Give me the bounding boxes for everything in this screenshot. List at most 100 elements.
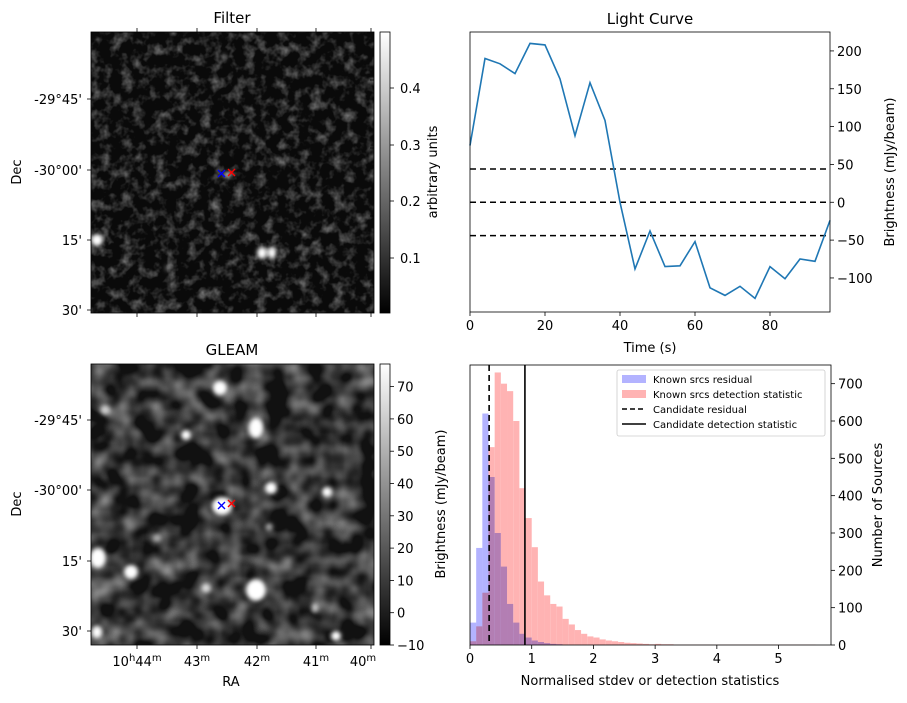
histogram-ytick-label: 600	[838, 415, 863, 430]
filter-dec-tick: -29°45'	[34, 93, 82, 108]
gleam-colorbar	[380, 364, 390, 645]
histogram-bar-residual	[526, 638, 532, 645]
histogram-xtick-label: 4	[713, 652, 721, 667]
gleam-ra-tick: 41m	[303, 653, 329, 670]
histogram-bar-detection	[593, 638, 599, 645]
gleam-cbar-tick-label: 20	[397, 542, 414, 557]
histogram-legend: Known srcs residual Known srcs detection…	[617, 370, 825, 436]
histogram-bar-detection	[612, 641, 618, 645]
filter-dec-tick: 15'	[62, 234, 82, 249]
filter-source	[165, 265, 171, 271]
histogram-bar-residual	[501, 567, 507, 645]
filter-cbar-tick: 0.4	[400, 82, 421, 97]
lightcurve-ytick-label: 100	[837, 121, 862, 136]
gleam-cbar-tick-label: 10	[397, 574, 414, 589]
histogram-bar-detection	[575, 630, 581, 645]
legend-label: Candidate detection statistic	[653, 420, 797, 431]
histogram-bar-residual	[513, 623, 519, 645]
filter-source	[257, 247, 267, 259]
gleam-cbar-tick-label: −10	[397, 639, 424, 654]
filter-cbar-tick: 0.2	[400, 195, 421, 210]
gleam-xlabel: RA	[222, 675, 240, 690]
histogram-bar-residual	[476, 548, 482, 645]
gleam-source	[92, 626, 102, 638]
gleam-source	[124, 565, 138, 579]
histogram-ytick-label: 200	[838, 564, 863, 579]
lightcurve-ytick-label: 200	[837, 45, 862, 60]
filter-panel: Filter -29°45' -30°00' 15'	[10, 9, 441, 319]
histogram-bar-residual	[507, 604, 513, 645]
histogram-bar-detection	[538, 582, 544, 645]
gleam-source	[246, 579, 266, 601]
gleam-dec-tick: -30°00'	[34, 484, 82, 499]
gleam-cbar-tick-label: 60	[397, 413, 414, 428]
histogram-ytick-label: 700	[838, 378, 863, 393]
filter-source	[268, 247, 276, 259]
histogram-xtick-label: 3	[651, 652, 659, 667]
gleam-source	[265, 523, 273, 531]
filter-cbar-label: arbitrary units	[426, 125, 441, 218]
legend-swatch-detection	[622, 390, 646, 398]
filter-dec-tick: 30'	[62, 304, 82, 319]
histogram-bar-detection	[587, 636, 593, 645]
gleam-ra-tick: 42m	[244, 653, 270, 670]
lightcurve-ylabel: Brightness (mJy/beam)	[883, 98, 898, 247]
gleam-source	[265, 482, 277, 494]
histogram-ytick-label: 0	[838, 639, 846, 654]
gleam-source	[201, 583, 211, 593]
histogram-bar-residual	[482, 414, 488, 645]
histogram-xlabel: Normalised stdev or detection statistics	[521, 674, 780, 689]
gleam-cbar-tick-label: 0	[397, 607, 405, 622]
filter-cbar-tick: 0.1	[400, 252, 421, 267]
filter-dec-tick: -30°00'	[34, 164, 82, 179]
legend-label: Known srcs detection statistic	[653, 390, 802, 401]
lightcurve-xtick-label: 40	[612, 319, 629, 334]
histogram-bar-detection	[513, 421, 519, 645]
gleam-cbar-tick-label: 30	[397, 510, 414, 525]
histogram-bar-detection	[600, 639, 606, 645]
lightcurve-ytick-label: −100	[837, 272, 873, 287]
histogram-ytick-label: 500	[838, 452, 863, 467]
lightcurve-ytick-label: 0	[837, 196, 845, 211]
gleam-source	[331, 631, 341, 641]
histogram-bar-detection	[581, 634, 587, 645]
histogram-bar-detection	[556, 607, 562, 645]
lightcurve-ytick-label: 50	[837, 158, 854, 173]
histogram-bar-detection	[544, 595, 550, 645]
histogram-bar-residual	[470, 623, 476, 645]
filter-source	[91, 234, 103, 246]
histogram-ylabel: Number of Sources	[871, 443, 886, 568]
histogram-xtick-label: 5	[774, 652, 782, 667]
gleam-dec-tick: 30'	[62, 625, 82, 640]
gleam-source	[153, 534, 161, 542]
lightcurve-xtick-label: 20	[537, 319, 554, 334]
gleam-cbar-tick-label: 70	[397, 381, 414, 396]
histogram-ytick-label: 400	[838, 490, 863, 505]
filter-noise	[91, 32, 374, 313]
gleam-ra-tick: 43m	[184, 653, 210, 670]
gleam-source	[249, 418, 263, 438]
gleam-ra-tick: 40m	[350, 653, 376, 670]
gleam-dec-tick: 15'	[62, 555, 82, 570]
gleam-dec-tick: -29°45'	[34, 414, 82, 429]
lightcurve-ytick-label: −50	[837, 234, 864, 249]
lightcurve-axes	[470, 32, 830, 312]
histogram-bar-detection	[526, 518, 532, 645]
lightcurve-series-line	[470, 43, 830, 298]
histogram-ytick-label: 300	[838, 527, 863, 542]
gleam-ylabel: Dec	[10, 491, 25, 516]
histogram-bar-detection	[563, 619, 569, 645]
gleam-source	[181, 430, 191, 440]
lightcurve-xtick-label: 0	[466, 319, 474, 334]
gleam-source	[90, 548, 106, 568]
filter-colorbar	[380, 32, 390, 313]
lightcurve-xtick-label: 80	[762, 319, 779, 334]
lightcurve-xtick-label: 60	[687, 319, 704, 334]
lightcurve-title: Light Curve	[607, 10, 693, 28]
filter-cbar-tick: 0.3	[400, 139, 421, 154]
gleam-source	[311, 603, 319, 613]
